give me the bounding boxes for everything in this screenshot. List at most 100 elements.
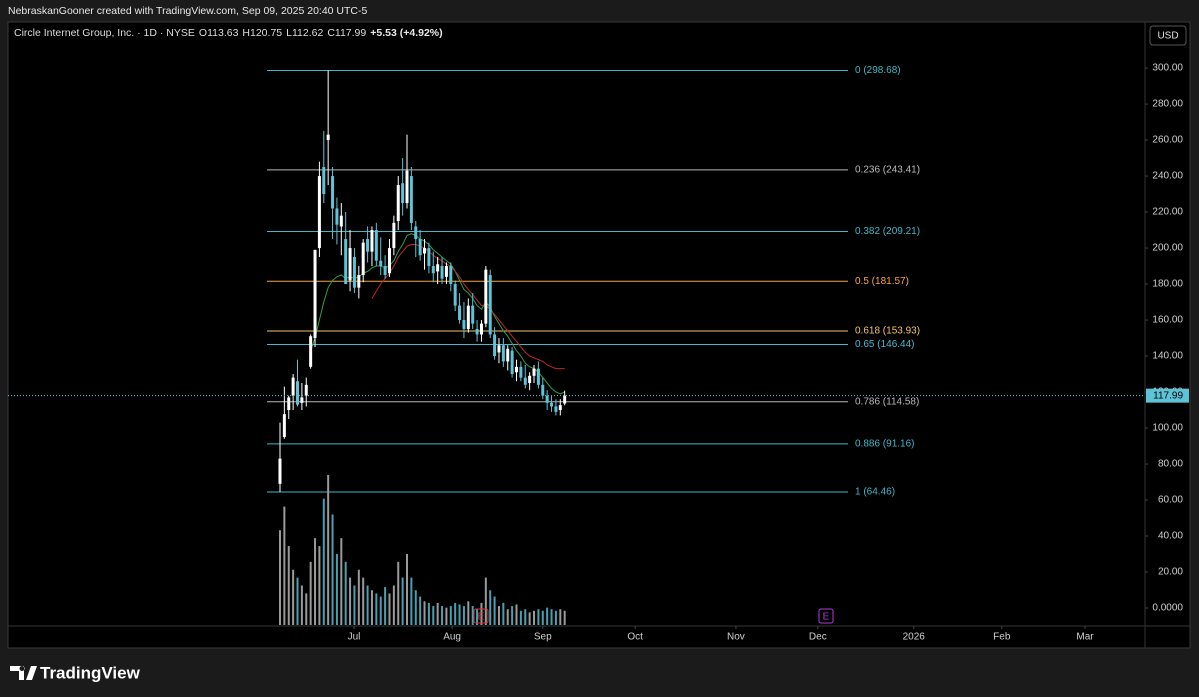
candle-body	[374, 230, 378, 261]
x-tick-label: Dec	[809, 632, 827, 643]
x-tick-label: Oct	[627, 632, 643, 643]
earnings-icon[interactable]: E E	[473, 608, 834, 624]
volume-bar	[379, 596, 382, 625]
volume-bar	[344, 561, 347, 625]
volume-bar	[349, 577, 352, 625]
volume-bar	[331, 514, 334, 625]
y-tick-label: 160.00	[1152, 315, 1183, 326]
candle-body	[322, 167, 326, 195]
fib-label: 0.5 (181.57)	[855, 276, 909, 287]
candle-body	[427, 248, 431, 267]
fib-label: 0.382 (209.21)	[855, 226, 920, 237]
currency-button[interactable]	[1149, 25, 1187, 46]
candle-body	[475, 329, 479, 335]
x-tick-label: Nov	[727, 632, 745, 643]
volume-bar	[489, 590, 492, 625]
volume-bar	[471, 606, 474, 625]
volume-bar	[436, 602, 439, 625]
fib-label: 0.786 (114.58)	[855, 396, 919, 407]
y-tick-label: 60.00	[1158, 495, 1183, 506]
volume-bar	[406, 553, 409, 625]
x-tick-label: Sep	[534, 632, 552, 643]
y-tick-label: 260.00	[1152, 135, 1183, 146]
legend-field: +5.53 (+4.92%)	[370, 27, 442, 39]
volume-bar	[454, 602, 457, 625]
chart-pane	[7, 21, 1191, 649]
candle-body	[278, 458, 282, 484]
brand: TradingView	[10, 663, 141, 682]
candle-body	[462, 320, 466, 330]
candle-body	[418, 239, 422, 256]
volume-bar	[476, 609, 479, 625]
volume-bar	[559, 609, 562, 625]
candle-body	[471, 305, 475, 324]
candle-body	[383, 266, 387, 276]
candle-body	[331, 176, 335, 209]
candle-body	[309, 336, 313, 367]
candle-body	[449, 266, 453, 285]
volume-bar	[537, 609, 540, 625]
volume-bar	[528, 612, 531, 625]
volume-bar	[278, 530, 281, 625]
volume-bar	[563, 610, 566, 625]
volume-bar	[480, 602, 483, 625]
y-tick-label: 20.00	[1158, 567, 1183, 578]
volume-bar	[327, 475, 330, 625]
y-tick-label: 300.00	[1152, 63, 1183, 74]
volume-bar	[305, 593, 308, 625]
volume-bar	[519, 610, 522, 625]
candle-body	[436, 264, 440, 272]
volume-bar	[541, 610, 544, 625]
fib-label: 0 (298.68)	[855, 65, 901, 76]
volume-bar	[292, 569, 295, 625]
candle-body	[405, 170, 409, 204]
y-tick-label: 280.00	[1152, 99, 1183, 110]
candle-body	[519, 366, 523, 378]
earnings-box	[818, 608, 834, 624]
candle-body	[541, 384, 545, 396]
candle-body	[296, 381, 300, 405]
legend-field: L112.62	[286, 27, 323, 39]
candle-body	[287, 397, 291, 411]
candle-body	[304, 384, 308, 396]
volume-bar	[524, 609, 527, 625]
volume-bar	[467, 601, 470, 625]
candle-body	[523, 377, 527, 385]
candle-body	[550, 402, 554, 407]
symbol-title: Circle Internet Group, Inc. · 1D · NYSE	[14, 27, 195, 39]
y-tick-label: 80.00	[1158, 459, 1183, 470]
volume-bar	[287, 546, 290, 625]
volume-bar	[322, 498, 325, 625]
volume-bar	[388, 593, 391, 625]
volume-bar	[533, 610, 536, 625]
candle-body	[366, 239, 370, 252]
earnings-label: E	[823, 612, 830, 623]
candle-body	[423, 248, 427, 254]
candle-body	[414, 226, 418, 240]
candle-body	[352, 257, 356, 288]
volume-bar	[309, 561, 312, 625]
candle-body	[387, 248, 391, 274]
candle-body	[444, 266, 448, 277]
volume-bar	[370, 590, 373, 625]
candle-body	[501, 345, 505, 362]
candle-body	[479, 323, 483, 335]
attribution: NebraskanGooner created with TradingView…	[8, 5, 368, 17]
candle-body	[379, 260, 383, 267]
volume-bar	[335, 553, 338, 625]
candle-body	[510, 350, 514, 375]
candle-body	[554, 406, 558, 412]
fib-label: 1 (64.46)	[855, 487, 895, 498]
volume-bar	[410, 577, 413, 625]
volume-bar	[314, 538, 317, 625]
candle-body	[313, 249, 317, 339]
y-tick-label: 240.00	[1152, 171, 1183, 182]
volume-bar	[414, 590, 417, 625]
volume-bar	[366, 585, 369, 625]
candle-body	[344, 239, 348, 285]
candle-body	[431, 266, 435, 274]
legend-field: C117.99	[327, 27, 366, 39]
volume-bar	[296, 577, 299, 625]
volume-bar	[506, 609, 509, 625]
volume-bar	[445, 607, 448, 625]
